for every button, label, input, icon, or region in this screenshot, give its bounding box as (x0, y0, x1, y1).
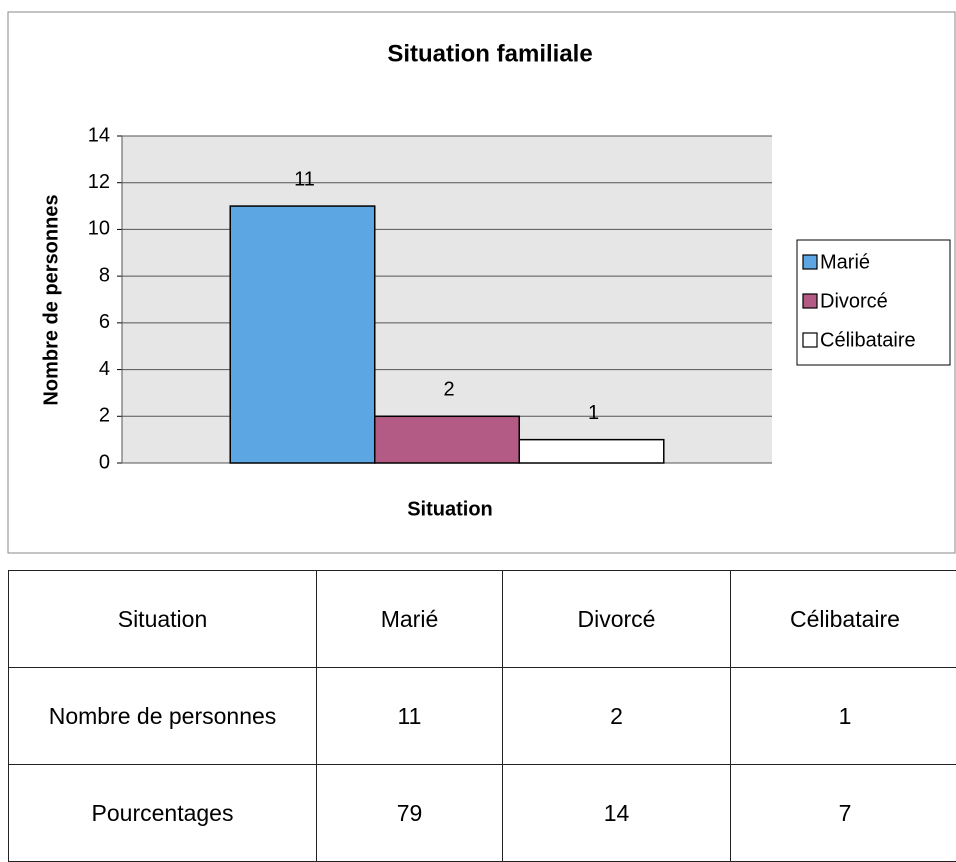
data-label: 11 (294, 168, 315, 190)
table-cell: 79 (317, 765, 503, 862)
table-cell: Situation (9, 571, 317, 668)
table-cell: 2 (503, 668, 731, 765)
bar (519, 440, 664, 463)
table-cell: 11 (317, 668, 503, 765)
plot-area (122, 136, 772, 463)
y-tick-label: 8 (99, 264, 110, 286)
legend-label: Célibataire (820, 329, 916, 351)
table-cell: Nombre de personnes (9, 668, 317, 765)
legend-label: Divorcé (820, 290, 888, 312)
y-tick-label: 10 (88, 218, 110, 240)
y-tick-label: 12 (88, 171, 110, 193)
table-cell: Pourcentages (9, 765, 317, 862)
table-cell: Marié (317, 571, 503, 668)
y-tick-label: 6 (99, 311, 110, 333)
y-tick-label: 0 (99, 451, 110, 473)
y-tick-label: 14 (88, 124, 110, 146)
y-axis-label: Nombre de personnes (40, 194, 62, 405)
y-tick-label: 4 (99, 358, 110, 380)
y-tick-label: 2 (99, 405, 110, 427)
data-label: 1 (588, 402, 599, 424)
data-label: 2 (443, 379, 454, 401)
legend-swatch (803, 333, 817, 347)
legend-label: Marié (820, 251, 870, 273)
legend-swatch (803, 294, 817, 308)
table-cell: Divorcé (503, 571, 731, 668)
chart: Situation familiale Situation Nombre de … (0, 0, 956, 560)
table-cell: Célibataire (731, 571, 956, 668)
table-cell: 7 (731, 765, 956, 862)
chart-title: Situation familiale (387, 40, 592, 67)
x-axis-label: Situation (407, 498, 493, 520)
table-cell: 1 (731, 668, 956, 765)
table-cell: 14 (503, 765, 731, 862)
legend-swatch (803, 255, 817, 269)
bar (375, 416, 520, 463)
bar (230, 206, 375, 463)
